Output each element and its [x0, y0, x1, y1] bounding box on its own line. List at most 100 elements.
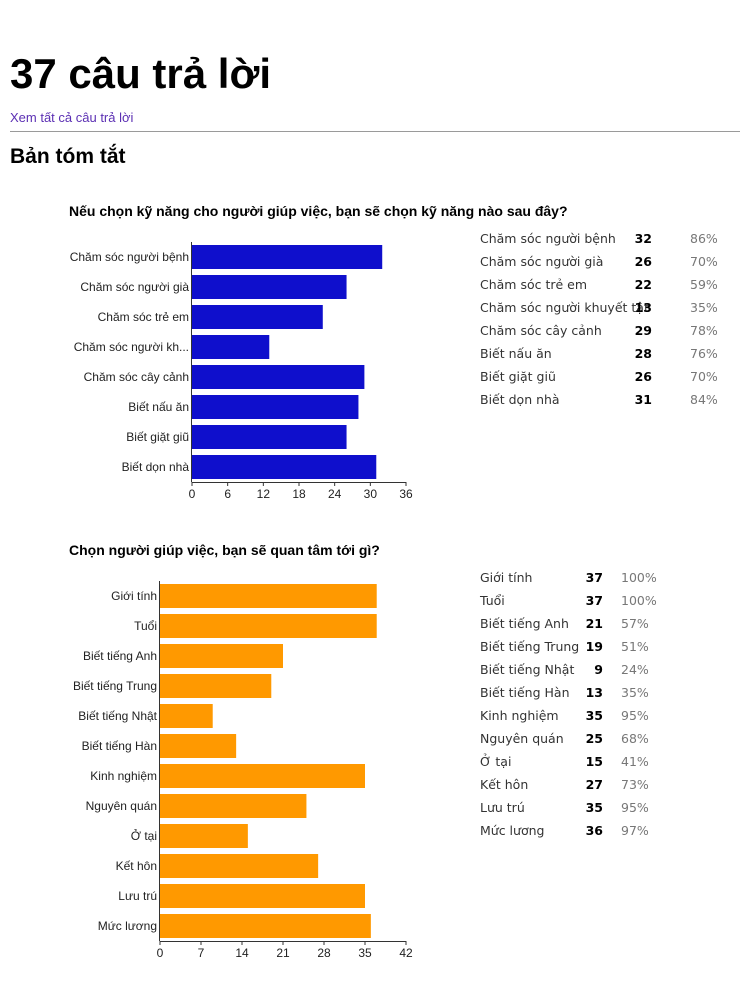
summary-label: Biết giặt giũ	[480, 369, 556, 384]
bar	[192, 245, 383, 269]
bar	[192, 455, 377, 479]
question-1-bar-chart: Chăm sóc người bệnh Chăm sóc người già Chă…	[70, 242, 413, 501]
category-label: Biết tiếng Trung	[73, 679, 157, 693]
summary-percent: 41%	[621, 754, 649, 769]
summary-row: Chăm sóc người già 26 70%	[480, 252, 720, 275]
summary-count: 26	[634, 254, 652, 269]
summary-row: Kinh nghiệm 35 95%	[480, 706, 660, 729]
category-label: Biết nấu ăn	[128, 400, 189, 414]
bar	[160, 674, 272, 698]
summary-count: 13	[634, 300, 652, 315]
category-label: Chăm sóc người kh...	[74, 340, 189, 354]
summary-label: Lưu trú	[480, 800, 525, 815]
summary-count: 27	[585, 777, 603, 792]
summary-count: 15	[585, 754, 603, 769]
summary-row: Biết tiếng Nhật 9 24%	[480, 660, 660, 683]
view-all-responses-link[interactable]: Xem tất cả câu trả lời	[10, 110, 134, 125]
summary-percent: 95%	[621, 800, 649, 815]
category-label: Kết hôn	[116, 859, 157, 873]
summary-percent: 73%	[621, 777, 649, 792]
bar	[160, 704, 213, 728]
bar	[192, 395, 359, 419]
category-label: Mức lương	[98, 919, 157, 933]
summary-row: Biết dọn nhà 31 84%	[480, 390, 720, 413]
summary-percent: 86%	[690, 231, 718, 246]
bar	[160, 824, 248, 848]
summary-count: 35	[585, 708, 603, 723]
summary-label: Chăm sóc người bệnh	[480, 231, 616, 246]
category-label: Kinh nghiệm	[90, 769, 157, 783]
question-2-summary-table: Giới tính 37 100% Tuổi 37 100% Biết tiếng Anh 2…	[480, 568, 660, 844]
summary-row: Nguyên quán 25 68%	[480, 729, 660, 752]
summary-row: Chăm sóc người bệnh 32 86%	[480, 229, 720, 252]
bar	[192, 305, 323, 329]
x-tick-label: 42	[399, 946, 413, 960]
category-label: Tuổi	[134, 619, 157, 633]
summary-row: Lưu trú 35 95%	[480, 798, 660, 821]
category-label: Chăm sóc người bệnh	[70, 250, 189, 264]
bar	[160, 764, 365, 788]
bar	[192, 425, 347, 449]
summary-heading: Bản tóm tắt	[10, 145, 126, 168]
x-tick-label: 28	[317, 946, 331, 960]
summary-label: Nguyên quán	[480, 731, 564, 746]
summary-row: Biết tiếng Anh 21 57%	[480, 614, 660, 637]
x-tick-label: 7	[198, 946, 205, 960]
summary-count: 37	[585, 570, 603, 585]
summary-percent: 70%	[690, 254, 718, 269]
bar	[192, 335, 270, 359]
category-label: Biết tiếng Anh	[83, 649, 157, 663]
summary-row: Chăm sóc người khuyết tật 13 35%	[480, 298, 720, 321]
summary-row: Biết giặt giũ 26 70%	[480, 367, 720, 390]
x-tick-label: 12	[257, 487, 271, 501]
category-label: Nguyên quán	[86, 799, 157, 813]
summary-label: Biết tiếng Hàn	[480, 685, 570, 700]
category-label: Ở tại	[131, 828, 157, 843]
summary-label: Ở tại	[480, 754, 512, 769]
summary-label: Giới tính	[480, 570, 533, 585]
summary-count: 29	[634, 323, 652, 338]
x-tick-label: 30	[364, 487, 378, 501]
summary-percent: 84%	[690, 392, 718, 407]
summary-count: 36	[585, 823, 603, 838]
category-label: Giới tính	[111, 589, 157, 603]
summary-label: Tuổi	[480, 593, 505, 608]
summary-percent: 51%	[621, 639, 649, 654]
summary-count: 28	[634, 346, 652, 361]
x-tick-label: 6	[224, 487, 231, 501]
summary-percent: 35%	[690, 300, 718, 315]
bar	[160, 914, 371, 938]
category-label: Chăm sóc trẻ em	[98, 310, 189, 324]
x-tick-label: 0	[189, 487, 196, 501]
question-2-bar-chart: Giới tính Tuổi Biết tiếng Anh Biết tiếng Tr…	[73, 581, 413, 960]
summary-row: Ở tại 15 41%	[480, 752, 660, 775]
summary-percent: 95%	[621, 708, 649, 723]
summary-percent: 68%	[621, 731, 649, 746]
summary-row: Giới tính 37 100%	[480, 568, 660, 591]
summary-row: Mức lương 36 97%	[480, 821, 660, 844]
summary-label: Chăm sóc trẻ em	[480, 277, 588, 292]
x-tick-label: 36	[399, 487, 413, 501]
summary-row: Biết tiếng Hàn 13 35%	[480, 683, 660, 706]
summary-count: 32	[634, 231, 652, 246]
summary-count: 22	[634, 277, 652, 292]
summary-percent: 76%	[690, 346, 718, 361]
summary-label: Chăm sóc người già	[480, 254, 604, 269]
category-label: Chăm sóc người già	[80, 280, 189, 294]
summary-percent: 24%	[621, 662, 649, 677]
question-1-summary-table: Chăm sóc người bệnh 32 86% Chăm sóc người g…	[480, 229, 720, 413]
summary-row: Biết nấu ăn 28 76%	[480, 344, 720, 367]
summary-row: Kết hôn 27 73%	[480, 775, 660, 798]
summary-percent: 100%	[621, 570, 657, 585]
category-label: Biết tiếng Hàn	[82, 739, 157, 753]
summary-count: 9	[594, 662, 603, 677]
summary-percent: 70%	[690, 369, 718, 384]
summary-row: Tuổi 37 100%	[480, 591, 660, 614]
category-label: Lưu trú	[118, 889, 157, 903]
summary-percent: 59%	[690, 277, 718, 292]
bar	[160, 734, 237, 758]
summary-label: Chăm sóc người khuyết tật	[480, 300, 649, 315]
category-label: Biết tiếng Nhật	[78, 709, 157, 723]
summary-count: 19	[585, 639, 603, 654]
category-label: Chăm sóc cây cảnh	[84, 370, 189, 384]
